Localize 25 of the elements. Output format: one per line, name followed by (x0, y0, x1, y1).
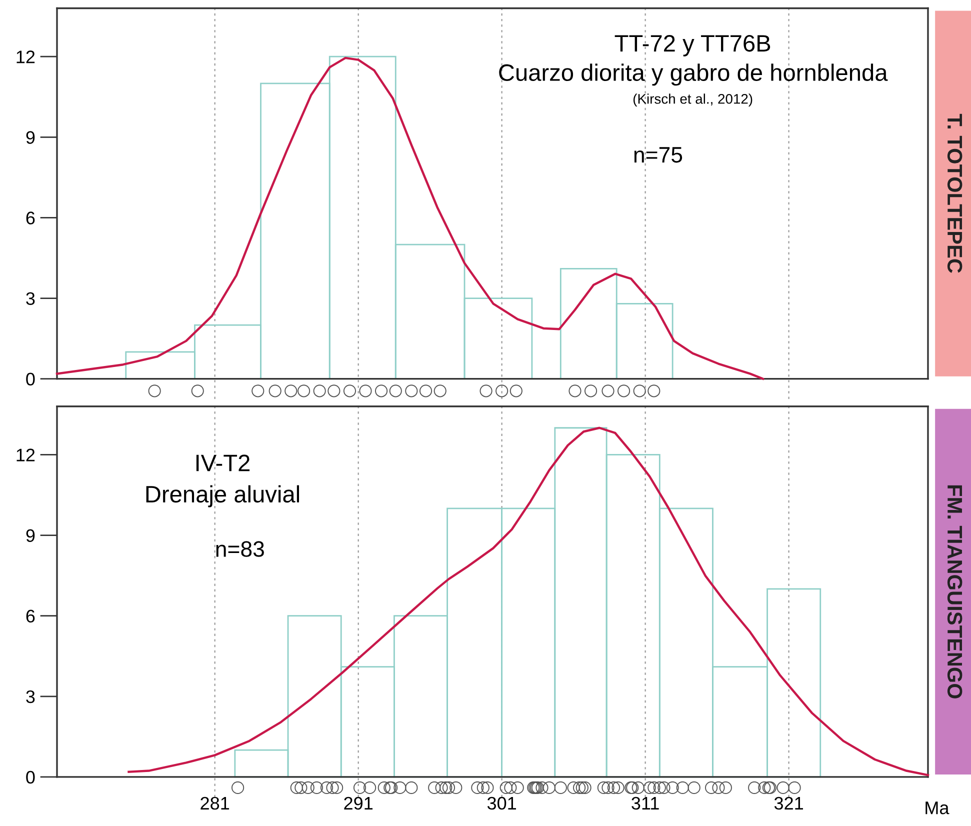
text: FM. TIANGUISTENGO (947, 485, 962, 698)
y-tick-label: 0 (26, 770, 35, 784)
y-tick-label: 9 (26, 131, 35, 144)
y-tick-label: 12 (16, 50, 35, 64)
annotation: n=75 (634, 147, 682, 163)
y-tick-label: 6 (26, 610, 35, 623)
y-tick-label: 3 (26, 292, 35, 305)
x-axis-title: Ma (926, 802, 950, 814)
annotation: n=83 (216, 541, 264, 557)
x-tick-label: 311 (632, 796, 659, 810)
x-tick-label: 301 (487, 796, 516, 810)
x-tick-label: 321 (774, 796, 803, 810)
y-tick-label: 12 (16, 448, 35, 462)
text: T. TOTOLTEPEC (947, 114, 962, 273)
text: Cuarzo diorita y gabro de hornblenda (499, 64, 888, 86)
x-tick-label: 281 (200, 796, 230, 810)
text: Drenaje aluvial (146, 485, 299, 508)
y-tick-label: 9 (26, 529, 35, 542)
annotation: (Kirsch et al., 2012) (633, 94, 752, 107)
text: IV-T2 (196, 454, 250, 472)
y-tick-label: 6 (26, 212, 35, 224)
x-tick-label: 291 (344, 796, 373, 810)
y-tick-label: 0 (26, 372, 35, 386)
y-tick-label: 3 (26, 690, 35, 704)
text: TT-72 y TT76B (614, 34, 770, 56)
